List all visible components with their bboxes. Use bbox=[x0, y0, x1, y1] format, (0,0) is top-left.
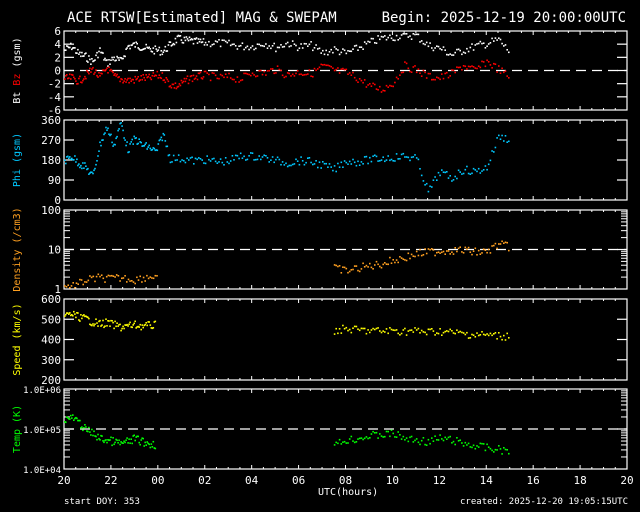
y-tick-label: -2 bbox=[48, 78, 61, 91]
x-tick-label: 14 bbox=[480, 474, 494, 487]
temp-panel: 1.0E+06 1.0E+05 1.0E+04 Temp (K) bbox=[12, 386, 628, 476]
y-tick-label: 4 bbox=[54, 38, 61, 51]
x-tick-label: 00 bbox=[151, 474, 164, 487]
x-axis-label: UTC(hours) bbox=[318, 487, 379, 498]
y-tick-label: 0 bbox=[54, 65, 61, 78]
series-temp bbox=[64, 414, 510, 455]
y-tick-label: 6 bbox=[54, 25, 61, 38]
series-bt bbox=[64, 33, 510, 67]
y-tick-label: 1 bbox=[54, 283, 61, 296]
y-tick-label: 360 bbox=[41, 114, 61, 127]
y-tick-label: 1.0E+04 bbox=[23, 466, 61, 476]
start-doy: start DOY: 353 bbox=[64, 497, 140, 507]
y-axis-label: Phi (gsm) bbox=[12, 133, 23, 187]
x-tick-label: 12 bbox=[433, 474, 446, 487]
series-density bbox=[64, 240, 510, 289]
speed-panel: 600 500 400 300 200 Speed (km/s) bbox=[12, 293, 628, 387]
y-tick-label: 100 bbox=[41, 204, 61, 217]
x-tick-label: 20 bbox=[620, 474, 633, 487]
y-tick-label: 1.0E+06 bbox=[23, 386, 61, 396]
y-tick-label: 90 bbox=[48, 174, 61, 187]
chart-title: ACE RTSW[Estimated] MAG & SWEPAM bbox=[67, 10, 337, 26]
x-tick-label: 04 bbox=[245, 474, 259, 487]
y-tick-label: 270 bbox=[41, 134, 61, 147]
series-speed bbox=[64, 310, 510, 341]
begin-time: Begin: 2025-12-19 20:00:00UTC bbox=[381, 10, 626, 26]
y-tick-label: 10 bbox=[48, 244, 61, 257]
y-axis-label: Density (/cm3) bbox=[12, 207, 23, 291]
y-tick-label: 2 bbox=[54, 51, 61, 64]
x-tick-label: 08 bbox=[339, 474, 352, 487]
x-tick-label: 06 bbox=[292, 474, 305, 487]
panel-frame bbox=[63, 298, 628, 381]
y-tick-label: 600 bbox=[41, 293, 61, 306]
y-axis-label: Speed (km/s) bbox=[12, 303, 23, 375]
phi-panel: 360 270 180 90 0 Phi (gsm) bbox=[12, 114, 628, 207]
created-time: created: 2025-12-20 19:05:15UTC bbox=[460, 497, 628, 507]
x-tick-label: 22 bbox=[104, 474, 117, 487]
y-tick-label: 0 bbox=[54, 194, 61, 207]
y-tick-label: 180 bbox=[41, 154, 61, 167]
x-tick-label: 18 bbox=[573, 474, 586, 487]
y-tick-label: 300 bbox=[41, 354, 61, 367]
density-panel: 100 10 1 Density (/cm3) bbox=[12, 204, 628, 296]
y-tick-label: 500 bbox=[41, 313, 61, 326]
series-phi bbox=[64, 122, 510, 193]
x-tick-label: 10 bbox=[386, 474, 399, 487]
panel-frame bbox=[63, 119, 628, 201]
series-bz bbox=[64, 59, 510, 93]
y-tick-label: 200 bbox=[41, 374, 61, 387]
x-tick-label: 02 bbox=[198, 474, 211, 487]
y-tick-label: -4 bbox=[48, 91, 62, 104]
x-tick-label: 20 bbox=[57, 474, 70, 487]
y-axis-label: Bt Bz (gsm) bbox=[12, 37, 23, 103]
y-axis-label: Temp (K) bbox=[12, 405, 23, 453]
y-tick-label: 1.0E+05 bbox=[23, 426, 61, 436]
x-tick-label: 16 bbox=[527, 474, 540, 487]
y-tick-label: 400 bbox=[41, 334, 61, 347]
y-tick-label: -6 bbox=[48, 104, 61, 117]
